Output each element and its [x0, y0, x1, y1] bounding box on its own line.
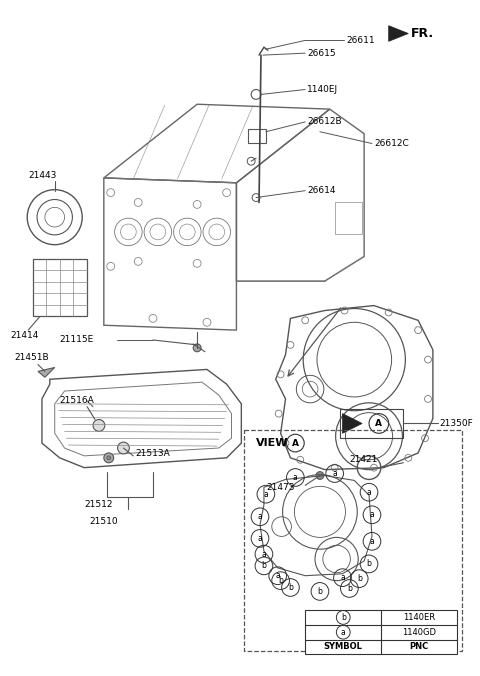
- Bar: [305, 610, 457, 654]
- Text: a: a: [276, 571, 280, 580]
- Text: 26611: 26611: [347, 36, 375, 45]
- Circle shape: [193, 344, 201, 352]
- Bar: [339, 409, 403, 438]
- Text: 21350F: 21350F: [440, 419, 473, 428]
- Circle shape: [316, 472, 324, 479]
- Text: b: b: [341, 613, 346, 622]
- Text: b: b: [288, 583, 293, 592]
- Text: b: b: [262, 561, 266, 571]
- Text: a: a: [258, 534, 263, 543]
- Text: b: b: [367, 560, 372, 569]
- Text: 21414: 21414: [11, 331, 39, 339]
- Text: 21421: 21421: [349, 456, 378, 464]
- Circle shape: [93, 420, 105, 431]
- Text: SYMBOL: SYMBOL: [324, 642, 363, 652]
- Text: 26614: 26614: [307, 186, 336, 195]
- Text: a: a: [370, 537, 374, 546]
- Text: a: a: [264, 489, 268, 499]
- Text: a: a: [293, 473, 298, 482]
- Text: 26612B: 26612B: [307, 118, 342, 126]
- Text: a: a: [340, 573, 345, 582]
- Text: 21516A: 21516A: [60, 396, 95, 406]
- Text: A: A: [292, 439, 299, 448]
- Text: 21512: 21512: [84, 500, 113, 510]
- Text: 21451B: 21451B: [14, 353, 49, 362]
- Text: a: a: [332, 469, 337, 478]
- Bar: [248, 129, 266, 143]
- Text: 26612C: 26612C: [374, 139, 408, 148]
- Text: a: a: [341, 628, 346, 637]
- Text: a: a: [258, 512, 263, 521]
- Bar: [33, 260, 87, 316]
- Text: 21510: 21510: [89, 517, 118, 526]
- Circle shape: [104, 453, 114, 463]
- Text: 21513A: 21513A: [135, 450, 170, 458]
- Text: a: a: [370, 510, 374, 519]
- Text: a: a: [367, 487, 372, 497]
- Text: 21473: 21473: [266, 483, 294, 492]
- Bar: [244, 431, 462, 652]
- Text: 1140ER: 1140ER: [403, 613, 435, 622]
- Polygon shape: [343, 414, 362, 433]
- Text: 1140EJ: 1140EJ: [307, 85, 338, 94]
- Text: VIEW: VIEW: [256, 438, 288, 448]
- Text: b: b: [347, 584, 352, 593]
- Circle shape: [107, 456, 111, 460]
- Text: a: a: [262, 550, 266, 558]
- Bar: [335, 202, 362, 234]
- Text: 1140GD: 1140GD: [402, 628, 436, 637]
- Text: b: b: [317, 587, 323, 596]
- Text: 21443: 21443: [28, 172, 57, 180]
- Text: b: b: [357, 574, 361, 583]
- Text: A: A: [375, 419, 383, 428]
- Text: PNC: PNC: [410, 642, 429, 652]
- Text: FR.: FR.: [411, 27, 434, 40]
- Circle shape: [118, 442, 130, 454]
- Text: 21115E: 21115E: [60, 335, 94, 345]
- Polygon shape: [38, 368, 55, 377]
- Polygon shape: [389, 26, 408, 41]
- Text: 26615: 26615: [307, 49, 336, 57]
- Text: b: b: [278, 576, 283, 585]
